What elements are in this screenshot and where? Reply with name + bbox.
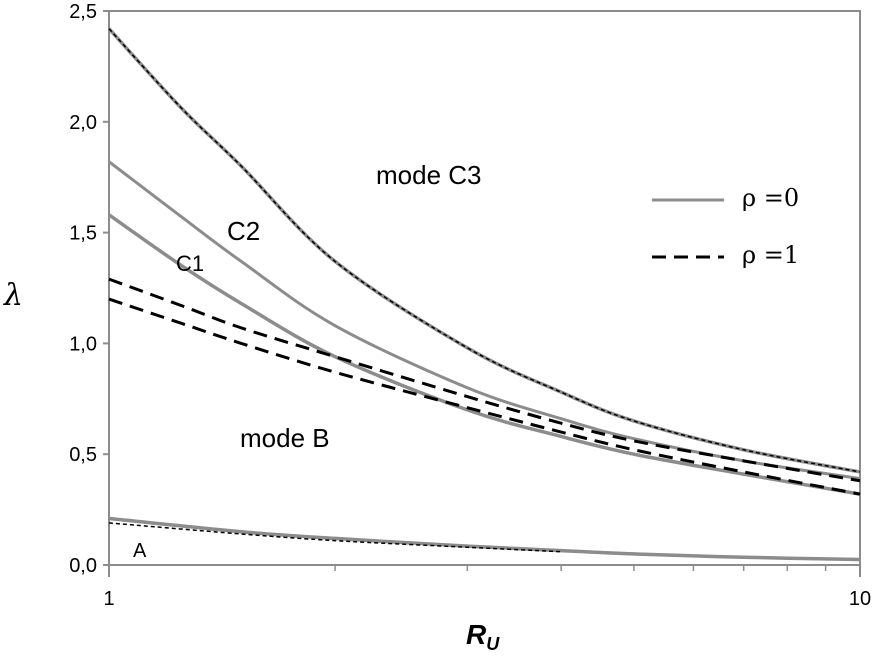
series-line-c1-rho1: [108, 297, 861, 496]
series-line-c3-rho1: [108, 28, 861, 473]
annotation-a: A: [133, 540, 147, 562]
x-axis-label: RU: [466, 619, 500, 654]
legend: ρ =0 ρ =1: [652, 184, 799, 269]
series-line-c2-rho0: [108, 160, 861, 481]
x-axis-label-main: R: [466, 619, 487, 650]
series-line-a-rho0: [108, 516, 861, 562]
x-tick-label-0: 1: [103, 588, 114, 610]
annotation-c1: C1: [176, 251, 204, 276]
y-tick-label-3: 1,5: [69, 223, 97, 245]
annotation-mode-b: mode B: [240, 423, 330, 453]
annotation-mode-c3: mode C3: [376, 160, 482, 190]
series-line-c2-rho1: [108, 277, 861, 483]
series-layer: [107, 27, 861, 562]
y-tick-label-5: 2,5: [69, 1, 97, 23]
legend-label-rho0: ρ =0: [742, 184, 799, 212]
y-axis-label: λ: [3, 278, 23, 313]
annotation-c2: C2: [227, 216, 260, 246]
x-axis-label-subscript: U: [486, 634, 500, 654]
y-tick-label-1: 0,5: [69, 444, 97, 466]
ticks-layer: 0,0 0,5 1,0 1,5 2,0 2,5 1 10: [69, 1, 871, 610]
y-tick-label-0: 0,0: [69, 555, 97, 577]
series-line-c1-rho0: [107, 213, 861, 496]
y-tick-label-2: 1,0: [69, 333, 97, 355]
x-tick-label-1: 10: [849, 588, 871, 610]
legend-label-rho1: ρ =1: [742, 241, 799, 269]
series-line-a-rho1: [108, 522, 562, 553]
y-tick-label-4: 2,0: [69, 112, 97, 134]
plot-frame: [108, 10, 861, 566]
